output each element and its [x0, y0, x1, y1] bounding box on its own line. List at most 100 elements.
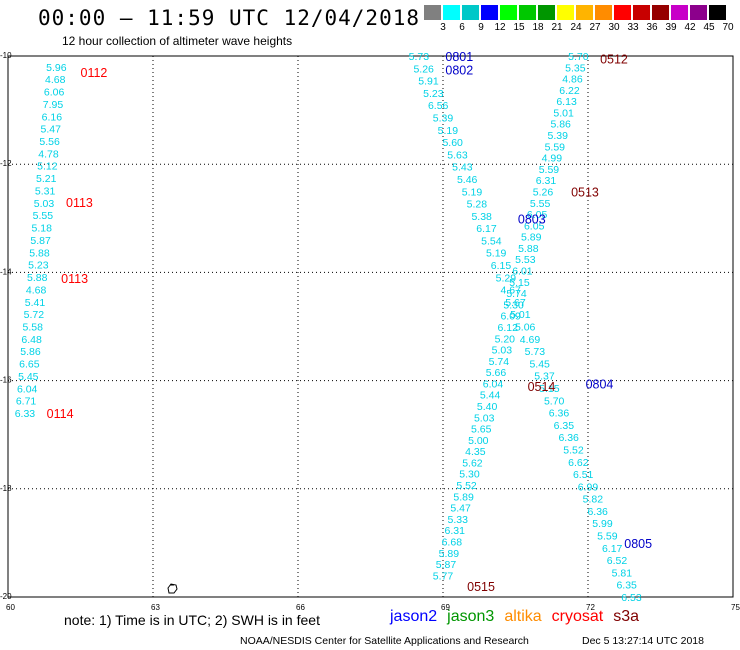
swh-value: 5.01 — [553, 107, 574, 119]
color-swatch — [671, 5, 688, 20]
swh-value: 5.73 — [525, 346, 546, 358]
swh-value: 6.31 — [536, 175, 557, 187]
swh-value: 5.30 — [503, 299, 524, 311]
swh-value: 5.03 — [474, 412, 495, 424]
swh-value: 5.74 — [489, 356, 510, 368]
swh-value: 5.41 — [25, 297, 46, 309]
swh-value: 5.88 — [29, 247, 50, 259]
swh-value: 6.35 — [554, 420, 575, 432]
track-0801-0805: 5.735.265.915.236.565.395.195.605.635.43… — [409, 51, 642, 604]
swh-value: 5.99 — [592, 518, 613, 530]
plot-frame — [7, 55, 734, 598]
swh-value: 5.47 — [450, 503, 471, 515]
legend-jason3: jason3 — [447, 608, 495, 625]
swh-value: 4.99 — [542, 153, 563, 165]
latitude-tick-label: -18 — [0, 484, 12, 493]
swh-value: 5.23 — [28, 260, 49, 272]
swh-value: 5.38 — [471, 211, 492, 223]
swh-value: 5.88 — [518, 243, 539, 255]
swh-value: 5.40 — [477, 401, 498, 413]
longitude-tick-label: 69 — [441, 603, 450, 612]
swh-value: 5.73 — [409, 51, 430, 63]
swh-value: 5.03 — [492, 345, 513, 357]
swh-value: 5.89 — [439, 548, 460, 560]
pass-time-label: 0112 — [81, 66, 108, 80]
swh-value: 5.81 — [612, 567, 633, 579]
swh-value: 5.62 — [462, 457, 483, 469]
swh-value: 5.87 — [436, 559, 457, 571]
swh-value: 6.53 — [621, 592, 642, 604]
pass-time-label: 0113 — [61, 272, 88, 286]
swh-value: 7.95 — [43, 99, 64, 111]
longitude-tick-label: 75 — [731, 603, 740, 612]
swh-value: 5.28 — [467, 199, 488, 211]
pass-time-label: 0514 — [528, 380, 556, 394]
swh-value: 5.53 — [515, 254, 536, 266]
track-0512-0515: 5.705.354.866.226.135.015.865.395.594.99… — [433, 51, 589, 582]
color-swatch — [633, 5, 650, 20]
swh-value: 5.55 — [530, 198, 551, 210]
swh-value: 6.36 — [549, 408, 570, 420]
color-scale-label: 15 — [513, 22, 525, 33]
pass-time-label: 0802 — [445, 64, 473, 78]
swh-value: 5.72 — [24, 309, 45, 321]
latitude-tick-label: -10 — [0, 51, 12, 60]
swh-value: 6.06 — [44, 87, 65, 99]
swh-value: 5.37 — [534, 371, 555, 383]
swh-value: 5.66 — [486, 367, 507, 379]
track-0112-0114: 5.964.686.067.956.165.475.564.785.125.21… — [15, 62, 67, 420]
swh-value: 6.17 — [602, 543, 623, 555]
swh-value: 6.04 — [483, 378, 504, 390]
swh-value: 5.58 — [23, 322, 44, 334]
swh-value: 6.71 — [16, 396, 37, 408]
swh-value: 5.31 — [35, 185, 56, 197]
color-scale-label: 30 — [608, 22, 620, 33]
swh-value: 6.12 — [498, 322, 519, 334]
swh-value: 5.12 — [37, 161, 58, 173]
swh-value: 5.54 — [481, 235, 502, 247]
footer-note: note: 1) Time is in UTC; 2) SWH is in fe… — [64, 612, 320, 628]
swh-value: 5.67 — [505, 297, 526, 309]
color-swatch — [614, 5, 631, 20]
swh-value: 6.36 — [558, 432, 579, 444]
pass-time-label: 0114 — [47, 407, 74, 421]
latitude-tick-label: -20 — [0, 592, 12, 601]
swh-value: 5.26 — [413, 63, 434, 75]
swh-value: 5.47 — [41, 124, 62, 136]
swh-value: 4.67 — [500, 285, 521, 297]
swh-value: 6.15 — [491, 260, 512, 272]
swh-value: 5.88 — [27, 272, 48, 284]
color-scale-label: 24 — [570, 22, 582, 33]
swh-value: 4.86 — [562, 74, 583, 86]
swh-value: 5.33 — [447, 514, 468, 526]
color-scale-label: 39 — [665, 22, 677, 33]
swh-value: 5.82 — [583, 494, 604, 506]
swh-value: 5.63 — [447, 149, 468, 161]
pass-time-label: 0512 — [600, 53, 628, 67]
color-swatch — [443, 5, 460, 20]
swh-value: 6.68 — [442, 536, 463, 548]
swh-value: 6.48 — [21, 334, 42, 346]
map-subtitle: 12 hour collection of altimeter wave hei… — [62, 34, 293, 48]
color-scale-label: 45 — [703, 22, 715, 33]
swh-value: 5.29 — [496, 272, 517, 284]
longitude-tick-label: 63 — [151, 603, 160, 612]
pass-time-label: 0805 — [624, 537, 652, 551]
swh-value: 5.06 — [515, 322, 536, 334]
legend-cryosat: cryosat — [551, 608, 604, 625]
color-scale-label: 9 — [478, 22, 484, 33]
swh-value: 5.15 — [509, 277, 530, 289]
swh-value: 5.70 — [568, 51, 589, 63]
satellite-legend: jason2 jason3 altika cryosat s3a — [390, 608, 649, 626]
pass-time-label: 0803 — [518, 212, 546, 226]
swh-value: 5.19 — [438, 125, 459, 137]
swh-value: 6.62 — [568, 457, 589, 469]
swh-value: 5.59 — [545, 141, 566, 153]
color-scale-label: 42 — [684, 22, 696, 33]
swh-value: 5.45 — [529, 358, 550, 370]
legend-s3a: s3a — [613, 608, 640, 625]
swh-value: 5.65 — [471, 424, 492, 436]
island-outline — [167, 583, 178, 594]
swh-value: 6.17 — [476, 223, 497, 235]
swh-value: 5.60 — [442, 137, 463, 149]
